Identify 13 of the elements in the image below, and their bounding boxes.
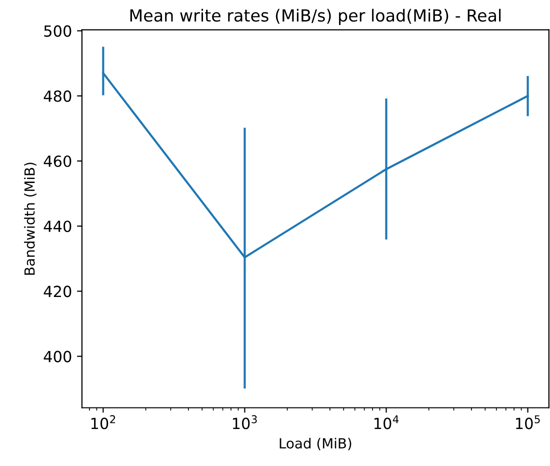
y-tick-label: 480 bbox=[44, 90, 72, 102]
x-tick-label: 10$^{3}$ bbox=[232, 415, 257, 430]
x-axis-title: Load (MiB) bbox=[280, 438, 352, 450]
chart-title: Mean write rates (MiB/s) per load(MiB) - Real bbox=[130, 8, 501, 25]
x-tick-label: 10$^{4}$ bbox=[374, 415, 399, 430]
y-tick-label: 500 bbox=[44, 25, 72, 37]
x-tick-label: 10$^{2}$ bbox=[91, 415, 116, 430]
y-tick-label: 460 bbox=[44, 155, 72, 168]
y-tick-label: 440 bbox=[44, 220, 72, 232]
y-tick-label: 420 bbox=[44, 286, 72, 298]
y-tick-label: 400 bbox=[44, 350, 72, 362]
x-tick-label: 10$^{5}$ bbox=[516, 415, 540, 430]
y-axis-title: Bandwidth (MiB) bbox=[24, 162, 36, 275]
